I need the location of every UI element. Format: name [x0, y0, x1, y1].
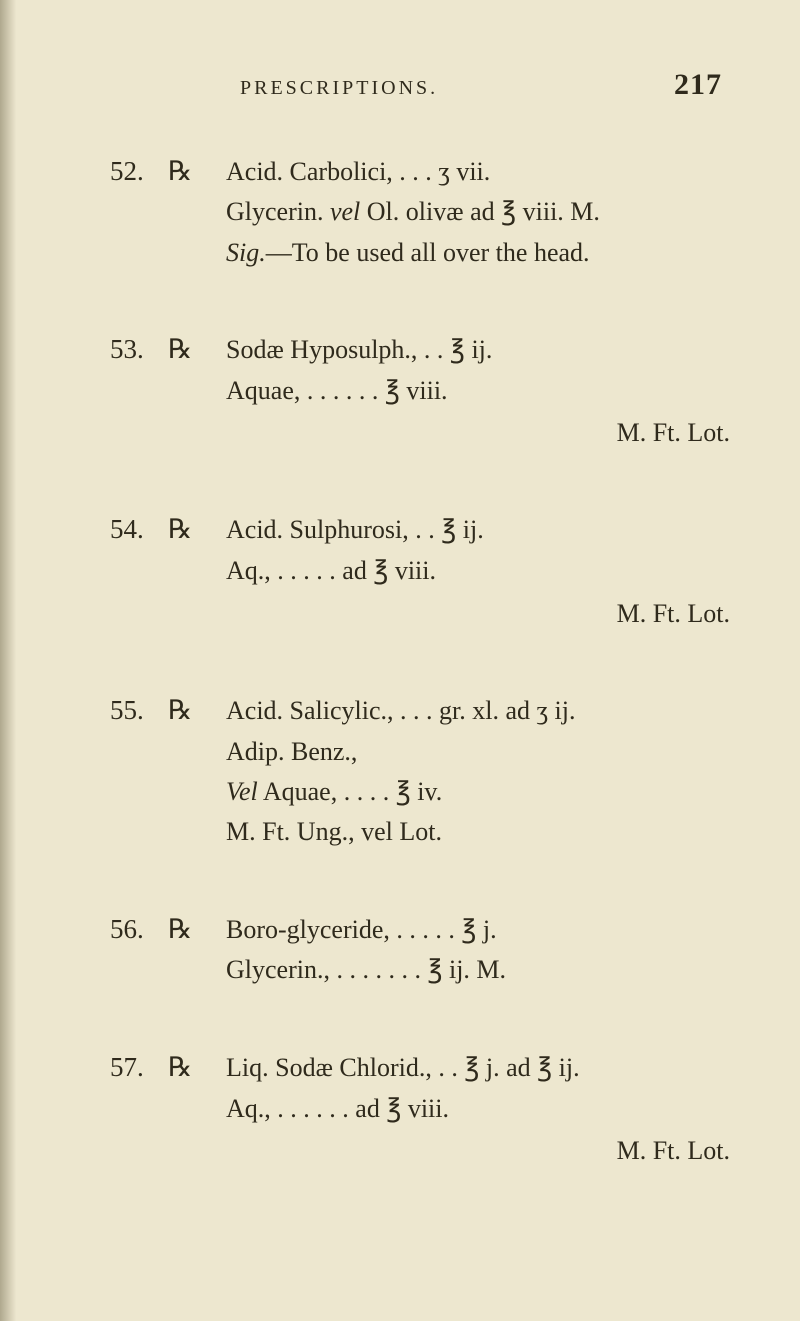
prescription-line: Glycerin., . . . . . . . ℥ ij. M. — [110, 950, 730, 990]
prescription-entry: 55.℞Acid. Salicylic., . . . gr. xl. ad ʒ… — [110, 690, 730, 853]
prescription-text: Glycerin. vel Ol. olivæ ad ℥ viii. M. — [226, 192, 730, 232]
prescription-tail-text: M. Ft. Lot. — [226, 413, 730, 453]
page-body: PRESCRIPTIONS. 217 52.℞Acid. Carbolici, … — [110, 62, 730, 1261]
prescription-entry: 54.℞Acid. Sulphurosi, . . ℥ ij.Aq., . . … — [110, 509, 730, 633]
prescription-tail-text: M. Ft. Lot. — [226, 1131, 730, 1171]
prescription-text: Acid. Sulphurosi, . . ℥ ij. — [226, 510, 730, 550]
rx-symbol: ℞ — [168, 151, 226, 193]
entry-number: 57. — [110, 1047, 168, 1089]
prescription-entry: 53.℞Sodæ Hyposulph., . . ℥ ij.Aquae, . .… — [110, 329, 730, 453]
prescription-text: Aq., . . . . . . ad ℥ viii. — [226, 1089, 730, 1129]
running-title: PRESCRIPTIONS. — [240, 73, 438, 104]
prescription-text: Sodæ Hyposulph., . . ℥ ij. — [226, 330, 730, 370]
prescription-line: 55.℞Acid. Salicylic., . . . gr. xl. ad ʒ… — [110, 690, 730, 732]
prescription-entry: 56.℞Boro-glyceride, . . . . . ℥ j.Glycer… — [110, 909, 730, 991]
prescription-entry: 52.℞Acid. Carbolici, . . . ʒ vii.Glyceri… — [110, 151, 730, 273]
page-header: PRESCRIPTIONS. 217 — [110, 62, 730, 109]
entry-number: 56. — [110, 909, 168, 951]
prescription-text: Aquae, . . . . . . ℥ viii. — [226, 371, 730, 411]
rx-symbol: ℞ — [168, 329, 226, 371]
entry-number: 52. — [110, 151, 168, 193]
prescription-entry: 57.℞Liq. Sodæ Chlorid., . . ℥ j. ad ℥ ij… — [110, 1047, 730, 1171]
prescription-line: 54.℞Acid. Sulphurosi, . . ℥ ij. — [110, 509, 730, 551]
prescription-line: Glycerin. vel Ol. olivæ ad ℥ viii. M. — [110, 192, 730, 232]
entry-number: 53. — [110, 329, 168, 371]
page-left-shadow — [0, 0, 18, 1321]
prescription-text: Acid. Carbolici, . . . ʒ vii. — [226, 152, 730, 192]
prescription-line: M. Ft. Ung., vel Lot. — [110, 812, 730, 852]
prescription-line: Vel Aquae, . . . . ℥ iv. — [110, 772, 730, 812]
prescription-text: Liq. Sodæ Chlorid., . . ℥ j. ad ℥ ij. — [226, 1048, 730, 1088]
prescription-line: 56.℞Boro-glyceride, . . . . . ℥ j. — [110, 909, 730, 951]
prescription-line: Sig.—To be used all over the head. — [110, 233, 730, 273]
rx-symbol: ℞ — [168, 690, 226, 732]
prescription-text: M. Ft. Ung., vel Lot. — [226, 812, 730, 852]
prescription-line: Aq., . . . . . ad ℥ viii. — [110, 551, 730, 591]
rx-symbol: ℞ — [168, 909, 226, 951]
prescription-text: Vel Aquae, . . . . ℥ iv. — [226, 772, 730, 812]
rx-symbol: ℞ — [168, 509, 226, 551]
prescription-tail-text: M. Ft. Lot. — [226, 594, 730, 634]
page-number: 217 — [674, 62, 722, 109]
prescription-tail-line: M. Ft. Lot. — [110, 411, 730, 453]
prescription-line: 57.℞Liq. Sodæ Chlorid., . . ℥ j. ad ℥ ij… — [110, 1047, 730, 1089]
prescription-line: Aq., . . . . . . ad ℥ viii. — [110, 1089, 730, 1129]
prescription-text: Sig.—To be used all over the head. — [226, 233, 730, 273]
prescription-line: 53.℞Sodæ Hyposulph., . . ℥ ij. — [110, 329, 730, 371]
entry-number: 54. — [110, 509, 168, 551]
prescription-text: Aq., . . . . . ad ℥ viii. — [226, 551, 730, 591]
prescription-list: 52.℞Acid. Carbolici, . . . ʒ vii.Glyceri… — [110, 151, 730, 1172]
prescription-line: Aquae, . . . . . . ℥ viii. — [110, 371, 730, 411]
prescription-text: Adip. Benz., — [226, 732, 730, 772]
prescription-tail-line: M. Ft. Lot. — [110, 1129, 730, 1171]
prescription-line: Adip. Benz., — [110, 732, 730, 772]
rx-symbol: ℞ — [168, 1047, 226, 1089]
prescription-line: 52.℞Acid. Carbolici, . . . ʒ vii. — [110, 151, 730, 193]
prescription-text: Glycerin., . . . . . . . ℥ ij. M. — [226, 950, 730, 990]
entry-number: 55. — [110, 690, 168, 732]
prescription-tail-line: M. Ft. Lot. — [110, 592, 730, 634]
prescription-text: Acid. Salicylic., . . . gr. xl. ad ʒ ij. — [226, 691, 730, 731]
prescription-text: Boro-glyceride, . . . . . ℥ j. — [226, 910, 730, 950]
